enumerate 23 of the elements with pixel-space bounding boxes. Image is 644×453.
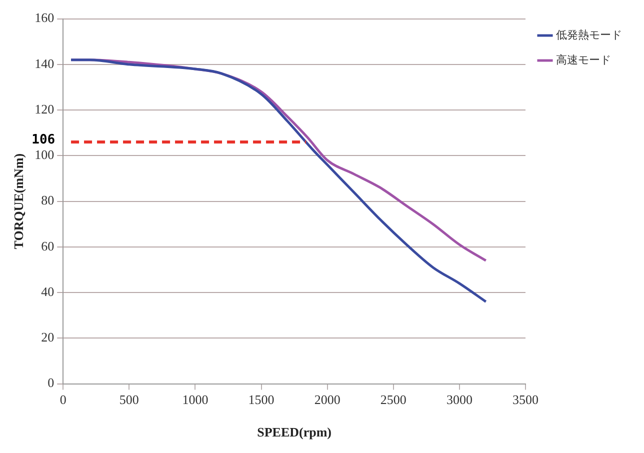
x-tick-label: 500 <box>119 392 139 408</box>
legend-label: 高速モード <box>556 53 611 66</box>
y-tick-label: 160 <box>34 10 54 26</box>
y-tick-label: 40 <box>41 284 54 299</box>
y-tick-label: 80 <box>41 192 54 208</box>
y-tick-label: 0 <box>48 375 54 390</box>
x-tick-label: 2000 <box>314 392 340 408</box>
x-tick-label: 0 <box>60 392 66 408</box>
y-tick-label: 100 <box>34 147 54 162</box>
x-axis-title: SPEED(rpm) <box>257 424 332 440</box>
line-series <box>70 58 488 303</box>
legend-label: 低発熱モード <box>556 28 622 42</box>
y-tick-label: 120 <box>34 101 54 116</box>
x-tick-label: 1000 <box>182 392 208 408</box>
ref-line-label: 106 <box>32 132 56 148</box>
x-tick-label: 2500 <box>380 392 406 408</box>
y-tick-label: 140 <box>34 56 54 71</box>
x-tick-label: 3000 <box>446 392 472 408</box>
x-tick-label: 1500 <box>248 392 274 408</box>
y-tick-label: 60 <box>41 238 54 254</box>
y-axis-title: TORQUE(mNm) <box>11 153 26 250</box>
y-tick-label: 20 <box>41 330 54 345</box>
x-tick-label: 3500 <box>512 392 538 408</box>
